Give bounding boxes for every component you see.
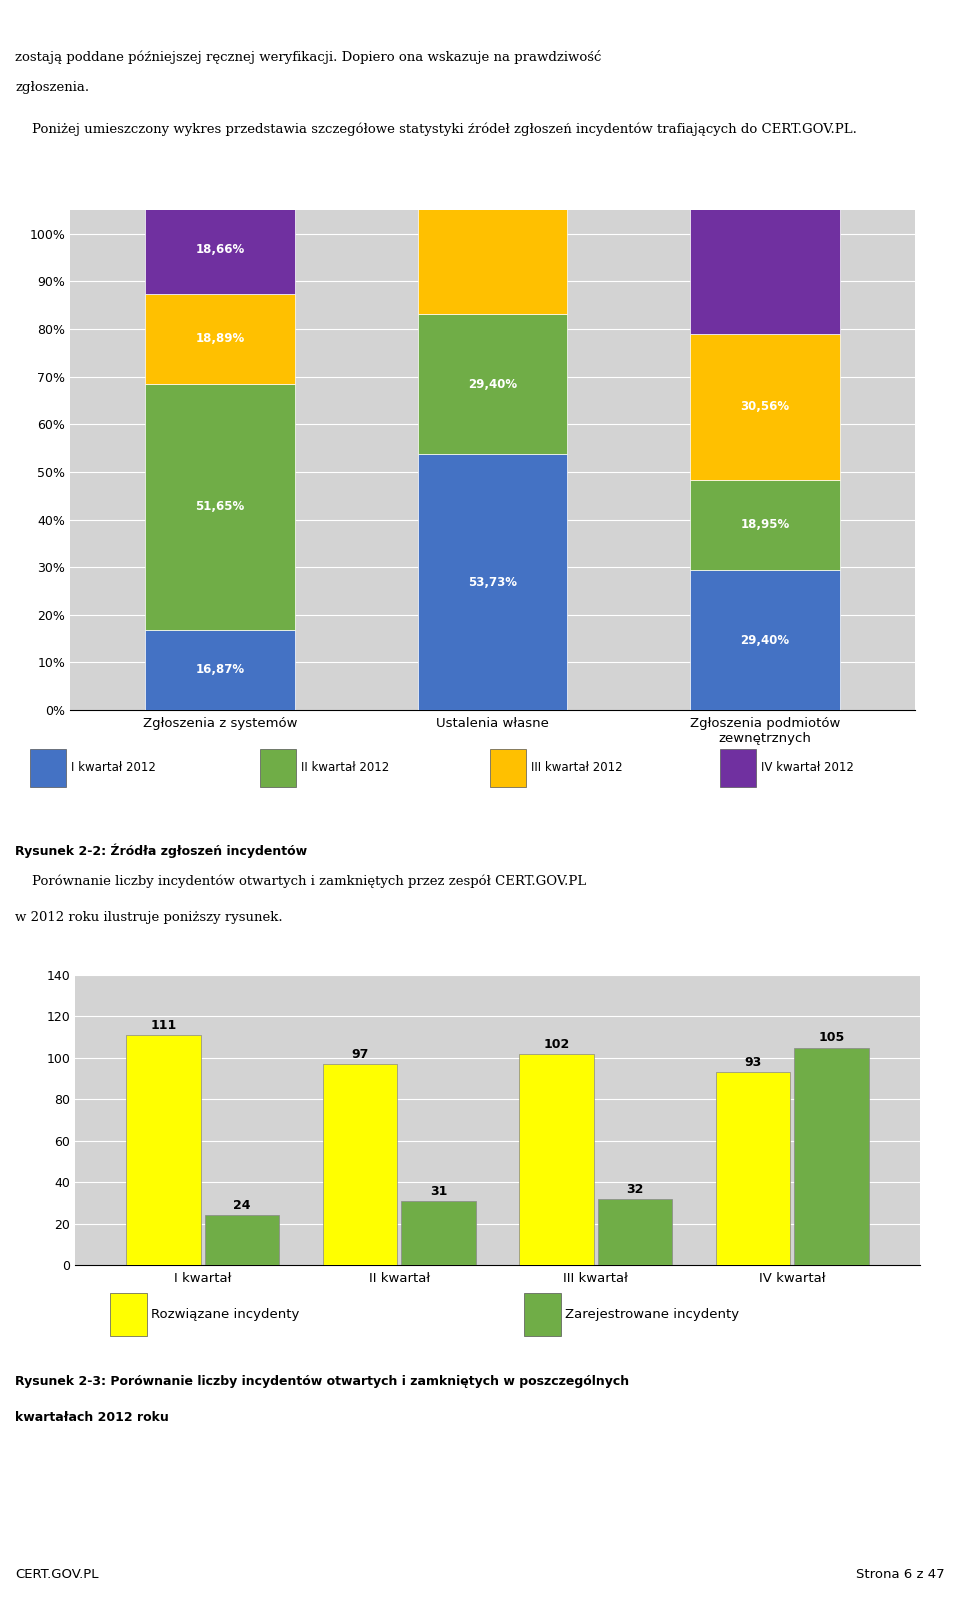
- Bar: [690, 334, 840, 480]
- Bar: [794, 1047, 869, 1266]
- Bar: [715, 1073, 790, 1266]
- Text: 25,36%: 25,36%: [468, 6, 517, 19]
- Text: 29,40%: 29,40%: [468, 377, 517, 391]
- Text: 102: 102: [543, 1038, 569, 1051]
- Bar: [145, 630, 295, 711]
- Text: 53,73%: 53,73%: [468, 576, 517, 589]
- Bar: [598, 1198, 672, 1266]
- Text: kwartałach 2012 roku: kwartałach 2012 roku: [15, 1412, 169, 1424]
- Text: Rysunek 2-3: Porównanie liczby incydentów otwartych i zamkniętych w poszczególny: Rysunek 2-3: Porównanie liczby incydentó…: [15, 1375, 629, 1387]
- Text: 111: 111: [151, 1019, 177, 1031]
- FancyBboxPatch shape: [110, 1293, 147, 1336]
- Text: 24: 24: [233, 1200, 251, 1213]
- Text: Rysunek 2-2: Źródła zgłoszeń incydentów: Rysunek 2-2: Źródła zgłoszeń incydentów: [15, 844, 307, 858]
- Text: Rozwiązane incydenty: Rozwiązane incydenty: [152, 1307, 300, 1322]
- Text: Strona 6 z 47: Strona 6 z 47: [856, 1569, 945, 1582]
- Text: I kwartał 2012: I kwartał 2012: [71, 760, 156, 775]
- Text: CERT.GOV.PL: CERT.GOV.PL: [15, 1569, 99, 1582]
- Bar: [418, 74, 567, 314]
- FancyBboxPatch shape: [490, 749, 526, 786]
- Text: 16,87%: 16,87%: [195, 664, 245, 677]
- Bar: [145, 205, 295, 294]
- FancyBboxPatch shape: [259, 749, 297, 786]
- Text: 51,65%: 51,65%: [195, 500, 245, 513]
- Bar: [690, 569, 840, 711]
- Bar: [204, 1216, 279, 1266]
- Text: 97: 97: [351, 1047, 369, 1060]
- Text: 55,98%: 55,98%: [740, 194, 790, 207]
- Text: IV kwartał 2012: IV kwartał 2012: [761, 760, 853, 775]
- Text: Porównanie liczby incydentów otwartych i zamkniętych przez zespół CERT.GOV.PL: Porównanie liczby incydentów otwartych i…: [15, 876, 587, 889]
- Text: Zarejestrowane incydenty: Zarejestrowane incydenty: [565, 1307, 739, 1322]
- Text: II kwartał 2012: II kwartał 2012: [300, 760, 389, 775]
- Bar: [401, 1201, 476, 1266]
- Bar: [145, 383, 295, 630]
- Text: 32: 32: [626, 1182, 644, 1195]
- Bar: [323, 1063, 397, 1266]
- Text: w 2012 roku ilustruje poniższy rysunek.: w 2012 roku ilustruje poniższy rysunek.: [15, 911, 282, 924]
- Bar: [126, 1035, 201, 1266]
- Bar: [418, 454, 567, 711]
- FancyBboxPatch shape: [524, 1293, 561, 1336]
- FancyBboxPatch shape: [30, 749, 66, 786]
- Text: 18,95%: 18,95%: [740, 518, 790, 531]
- Bar: [145, 294, 295, 383]
- Bar: [418, 0, 567, 74]
- Text: Raport o stanie bezpieczeństwa cyberprzestrzeni RP w 2012 roku: Raport o stanie bezpieczeństwa cyberprze…: [12, 11, 575, 27]
- Text: 31: 31: [430, 1185, 447, 1198]
- Text: zostają poddane późniejszej ręcznej weryfikacji. Dopiero ona wskazuje na prawdzi: zostają poddane późniejszej ręcznej wery…: [15, 50, 601, 64]
- Text: 30,56%: 30,56%: [740, 401, 790, 414]
- Text: Poniżej umieszczony wykres przedstawia szczegółowe statystyki źródeł zgłoszeń in: Poniżej umieszczony wykres przedstawia s…: [15, 122, 857, 135]
- Text: 93: 93: [744, 1057, 761, 1070]
- Text: 105: 105: [819, 1031, 845, 1044]
- Bar: [690, 480, 840, 569]
- Bar: [418, 314, 567, 454]
- Bar: [690, 67, 840, 334]
- Text: III kwartał 2012: III kwartał 2012: [531, 760, 622, 775]
- Bar: [519, 1054, 594, 1266]
- Text: 29,40%: 29,40%: [740, 634, 790, 646]
- Text: 50,55%: 50,55%: [468, 188, 517, 200]
- Text: 18,89%: 18,89%: [195, 332, 245, 345]
- Text: 18,66%: 18,66%: [195, 242, 245, 255]
- Text: zgłoszenia.: zgłoszenia.: [15, 82, 89, 95]
- FancyBboxPatch shape: [719, 749, 756, 786]
